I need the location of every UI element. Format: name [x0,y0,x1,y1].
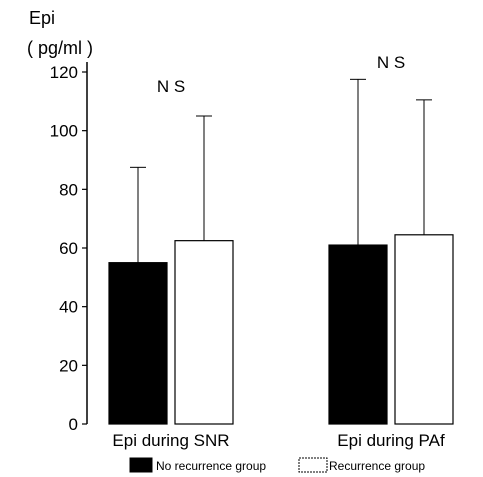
category-labels: Epi during SNR Epi during PAf [112,431,445,450]
y-tick-label: 60 [59,239,78,258]
category-label: Epi during PAf [337,431,445,450]
legend-label-no-recurrence: No recurrence group [156,459,266,473]
bar-no-recurrence [328,244,388,425]
category-label: Epi during SNR [112,431,229,450]
legend-swatch-no-recurrence [129,457,153,473]
y-tick-label: 0 [69,415,78,434]
y-ticks: 0 20 40 60 80 100 120 [50,63,87,434]
y-tick-label: 120 [50,63,78,82]
y-axis-unit: ( pg/ml ) [27,38,93,58]
bar-recurrence [174,240,234,425]
legend-swatch-recurrence [298,457,328,473]
bars [108,234,454,425]
bar-no-recurrence [108,262,168,425]
error-bars [130,78,432,263]
y-tick-label: 40 [59,298,78,317]
ns-annotation-paf: N S [377,53,405,72]
y-tick-label: 100 [50,122,78,141]
bar-recurrence [394,234,454,425]
y-tick-label: 80 [59,180,78,199]
y-tick-label: 20 [59,356,78,375]
y-axis-title: Epi [29,8,55,28]
legend: No recurrence group Recurrence group [129,457,425,473]
legend-label-recurrence: Recurrence group [329,459,425,473]
ns-annotation-snr: N S [157,77,185,96]
